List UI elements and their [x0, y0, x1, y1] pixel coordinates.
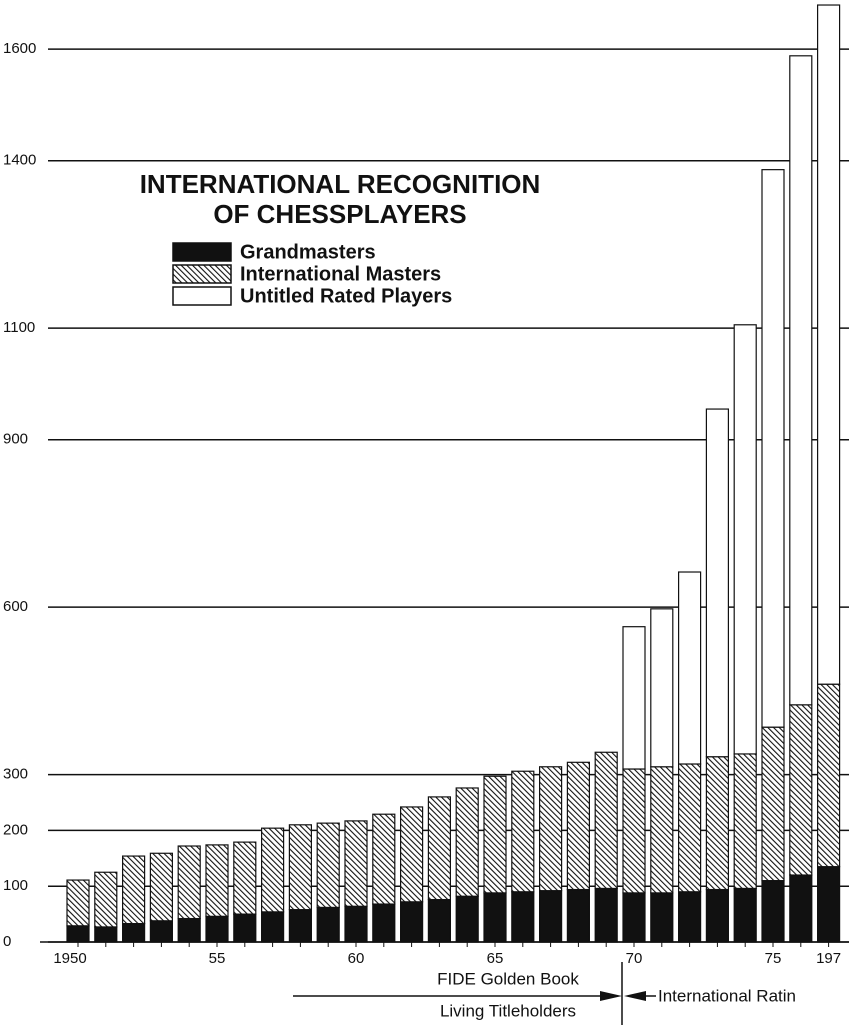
bar-segment [177, 845, 201, 920]
bar-segment [538, 766, 563, 892]
bar-segment [511, 891, 535, 943]
bar-segment [761, 726, 785, 882]
bar-segment [566, 761, 591, 891]
bar-segment [733, 887, 757, 943]
bar-segment [650, 608, 674, 768]
legend-swatch [172, 242, 232, 262]
bar-segment [288, 824, 312, 911]
bars [66, 4, 841, 943]
bar-segment [705, 408, 730, 758]
grid: 0 100 200 300 600 900 1100 1400 1600 1950 55 60 65 70… [3, 40, 849, 967]
bar-segment [594, 887, 618, 943]
bar-segment [344, 905, 368, 943]
bar-segment [177, 917, 201, 943]
x-tick-label: 65 [487, 950, 504, 967]
y-tick-label: 200 [3, 821, 28, 838]
bar-segment [316, 906, 340, 943]
legend-label: Untitled Rated Players [240, 285, 452, 307]
bar-segment [677, 763, 702, 893]
chart-subtitle: OF CHESSPLAYERS [213, 199, 466, 229]
annotation: International Ratin [658, 986, 796, 1005]
bar-segment [622, 892, 646, 943]
bar-segment [205, 915, 229, 943]
bar-segment [288, 909, 312, 943]
bar-segment [483, 775, 507, 894]
bar-segment [594, 751, 618, 890]
bar-segment [566, 888, 591, 943]
y-tick-label: 1400 [3, 152, 36, 169]
bar-segment [816, 4, 841, 685]
bar-segment [650, 892, 674, 943]
bar-segment [677, 891, 702, 943]
bar-segment [705, 888, 730, 943]
bar-segment [66, 925, 90, 943]
arrow-left [624, 991, 646, 1001]
x-tick-label: 1950 [53, 950, 86, 967]
bar-segment [789, 55, 813, 706]
bar-segment [149, 852, 173, 922]
bar-segment [121, 922, 146, 943]
bar-segment [483, 892, 507, 943]
bar-segment [372, 903, 396, 943]
legend-swatch [172, 286, 232, 306]
y-tick-label: 1100 [3, 319, 35, 336]
bar-segment [94, 871, 118, 928]
bar-segment [733, 753, 757, 890]
bar-segment [789, 704, 813, 876]
legend-label: International Masters [240, 263, 441, 285]
bar-segment [205, 844, 229, 917]
legend-swatch [172, 264, 232, 284]
x-tick-label: 55 [209, 950, 226, 967]
bar-segment [816, 866, 841, 943]
bar-segment [733, 324, 757, 755]
bar-segment [455, 787, 479, 897]
bar-segment [761, 880, 785, 943]
y-tick-label: 100 [3, 877, 28, 894]
x-tick-label: 75 [765, 950, 782, 967]
bar-segment [538, 890, 563, 943]
x-tick-label: 70 [626, 950, 643, 967]
y-tick-label: 1600 [3, 40, 36, 57]
bar-segment [149, 920, 173, 943]
bar-segment [261, 827, 285, 913]
annotation: Living Titleholders [440, 1001, 576, 1020]
bar-segment [789, 874, 813, 943]
arrow-right [600, 991, 622, 1001]
bar-segment [372, 813, 396, 905]
x-tick-label: 60 [348, 950, 365, 967]
y-tick-label: 300 [3, 766, 28, 783]
bar-segment [816, 683, 841, 868]
bar-segment [622, 768, 646, 894]
annotation: FIDE Golden Book [437, 969, 579, 988]
bar-segment [233, 913, 257, 943]
bar-segment [427, 898, 451, 943]
bar-segment [261, 911, 285, 943]
bar-segment [316, 822, 340, 909]
bar-segment [94, 926, 118, 943]
bar-segment [455, 895, 479, 943]
bar-segment [511, 770, 535, 893]
bar-segment [705, 756, 730, 891]
bar-segment [650, 766, 674, 894]
bar-segment [761, 169, 785, 728]
y-tick-label: 0 [3, 933, 11, 950]
bar-segment [121, 855, 146, 925]
bar-segment [622, 626, 646, 770]
bar-segment [427, 796, 451, 901]
x-tick-label: 197 [816, 950, 841, 967]
bar-segment [344, 820, 368, 907]
bar-segment [66, 879, 90, 927]
bar-segment [400, 901, 424, 943]
bar-segment [677, 571, 702, 765]
y-tick-label: 900 [3, 431, 28, 448]
bar-segment [233, 841, 257, 915]
y-tick-label: 600 [3, 598, 28, 615]
legend-label: Grandmasters [240, 241, 376, 263]
bar-segment [400, 806, 424, 903]
chart-title: INTERNATIONAL RECOGNITION [140, 169, 541, 199]
